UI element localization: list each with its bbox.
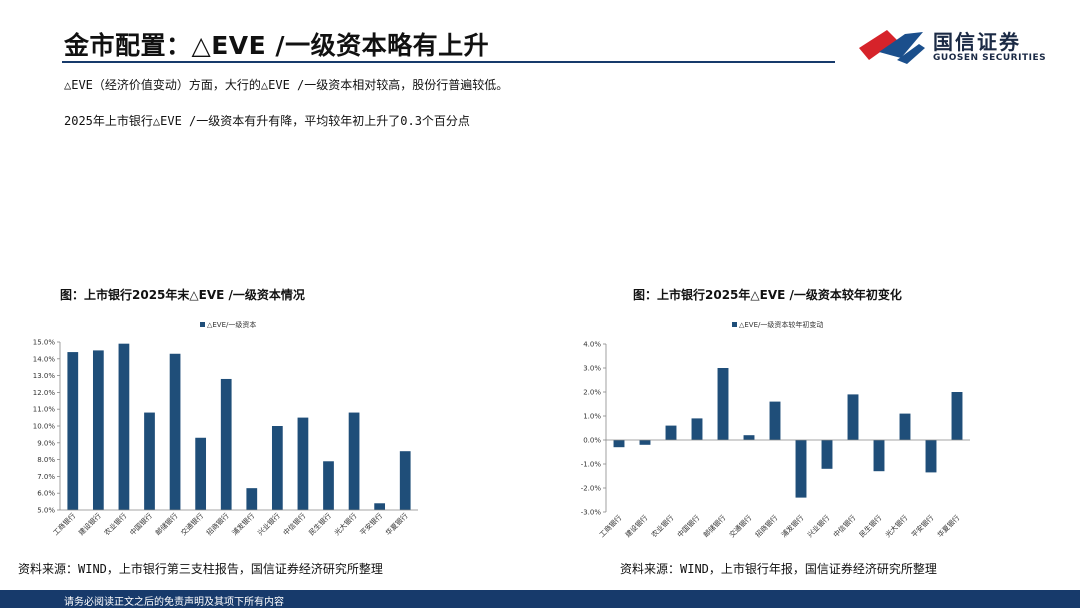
bar-华夏银行 [399, 451, 411, 510]
chart-1-legend: △EVE/一级资本 [200, 320, 256, 329]
x-tick-label: 中国银行 [128, 511, 154, 537]
x-tick-label: 光大银行 [883, 513, 909, 539]
bar-农业银行 [665, 425, 677, 440]
y-tick-label: 7.0% [37, 473, 55, 481]
bar-中国银行 [691, 418, 703, 440]
bar-交通银行 [195, 437, 207, 510]
x-tick-label: 工商银行 [597, 513, 623, 539]
bar-邮储银行 [717, 368, 729, 440]
bar-浦发银行 [795, 440, 807, 498]
bar-中国银行 [144, 412, 155, 510]
y-tick-label: 10.0% [33, 423, 56, 431]
bar-兴业银行 [821, 440, 833, 469]
x-tick-label: 平安银行 [358, 511, 384, 537]
page-title: 金市配置：△EVE /一级资本略有上升 [64, 31, 490, 60]
x-tick-label: 建设银行 [77, 511, 103, 537]
x-tick-label: 招商银行 [204, 511, 230, 537]
x-tick-label: 浦发银行 [230, 511, 256, 537]
y-tick-label: -3.0% [581, 509, 602, 517]
x-tick-label: 华夏银行 [935, 513, 961, 539]
x-tick-label: 招商银行 [753, 513, 779, 539]
chart-1-title: 图：上市银行2025年末△EVE /一级资本情况 [60, 288, 305, 302]
y-tick-label: 4.0% [583, 341, 601, 349]
y-tick-label: 14.0% [33, 355, 56, 363]
y-tick-label: -1.0% [581, 461, 602, 469]
bar-招商银行 [769, 401, 781, 440]
bar-平安银行 [925, 440, 937, 473]
chart-1-source: 资料来源：WIND，上市银行第三支柱报告，国信证券经济研究所整理 [18, 562, 383, 576]
x-tick-label: 建设银行 [623, 513, 649, 539]
chart-1: △EVE/一级资本 5.0% 6.0% 7.0% 8.0% 9.0% 10.0% 11.0% 1… [18, 312, 428, 547]
summary-line-2: 2025年上市银行△EVE /一级资本有升有降，平均较年初上升了0.3个百分点 [64, 114, 470, 128]
title-underline [62, 61, 835, 63]
bar-平安银行 [374, 503, 386, 510]
x-tick-label: 光大银行 [332, 511, 358, 537]
x-tick-label: 平安银行 [909, 513, 935, 539]
chart-2-title: 图：上市银行2025年△EVE /一级资本较年初变化 [633, 288, 902, 302]
x-tick-label: 农业银行 [102, 511, 128, 537]
summary-line-1: △EVE（经济价值变动）方面，大行的△EVE /一级资本相对较高，股份行普遍较低… [64, 78, 509, 92]
bar-工商银行 [67, 352, 79, 510]
footer-bar: 请务必阅读正文之后的免责声明及其项下所有内容 [0, 590, 1080, 608]
y-tick-label: 1.0% [583, 413, 601, 421]
x-tick-label: 华夏银行 [383, 511, 409, 537]
chart-1-svg: △EVE/一级资本 5.0% 6.0% 7.0% 8.0% 9.0% 10.0% 11.0% 1… [33, 320, 418, 537]
bar-民生银行 [873, 440, 885, 472]
bar-中信银行 [297, 417, 309, 510]
bar-邮储银行 [169, 353, 181, 510]
bar-建设银行 [92, 350, 104, 510]
x-tick-label: 交通银行 [179, 511, 205, 537]
y-tick-label: 9.0% [37, 439, 55, 447]
x-tick-label: 兴业银行 [805, 513, 831, 539]
y-tick-label: 5.0% [37, 507, 55, 515]
x-tick-label: 民生银行 [307, 511, 333, 537]
x-tick-label: 民生银行 [857, 513, 883, 539]
y-tick-label: 2.0% [583, 389, 601, 397]
x-tick-label: 中信银行 [831, 513, 857, 539]
y-tick-label: -2.0% [581, 485, 602, 493]
guosen-logo: 国信证券 GUOSEN SECURITIES [857, 22, 1067, 68]
x-tick-label: 浦发银行 [779, 513, 805, 539]
y-tick-label: 8.0% [37, 456, 55, 464]
y-tick-label: 15.0% [33, 339, 56, 347]
x-tick-label: 中信银行 [281, 511, 307, 537]
y-tick-label: 3.0% [583, 365, 601, 373]
y-tick-label: 6.0% [37, 490, 55, 498]
legend-swatch [200, 322, 205, 327]
chart-2-svg: △EVE/一级资本较年初变动 -3.0% -2.0% -1.0% 0.0% 1.0% 2.0… [581, 320, 970, 539]
bar-工商银行 [613, 440, 625, 448]
x-tick-label: 交通银行 [727, 513, 753, 539]
logo-name-en: GUOSEN SECURITIES [933, 53, 1047, 63]
x-tick-label: 邮储银行 [701, 513, 727, 539]
x-tick-label: 工商银行 [51, 511, 77, 537]
legend-label: △EVE/一级资本较年初变动 [739, 320, 823, 329]
bar-光大银行 [899, 413, 911, 440]
x-tick-label: 邮储银行 [153, 511, 179, 537]
legend-swatch [732, 322, 737, 327]
chart-2: △EVE/一级资本较年初变动 -3.0% -2.0% -1.0% 0.0% 1.0% 2.0… [560, 312, 980, 547]
bar-民生银行 [323, 461, 334, 510]
y-tick-label: 11.0% [33, 406, 56, 414]
footer-disclaimer: 请务必阅读正文之后的免责声明及其项下所有内容 [64, 597, 284, 608]
x-tick-label: 兴业银行 [256, 511, 282, 537]
bar-农业银行 [118, 343, 130, 510]
bar-浦发银行 [246, 488, 258, 510]
legend-label: △EVE/一级资本 [207, 320, 256, 329]
bar-招商银行 [220, 378, 232, 510]
y-tick-label: 0.0% [583, 437, 601, 445]
bar-交通银行 [743, 435, 755, 440]
chart-2-source: 资料来源：WIND，上市银行年报，国信证券经济研究所整理 [620, 562, 937, 576]
chart-2-legend: △EVE/一级资本较年初变动 [732, 320, 823, 329]
y-tick-label: 12.0% [33, 389, 56, 397]
bar-建设银行 [639, 440, 651, 445]
guosen-logo-icon [859, 30, 925, 64]
x-tick-label: 中国银行 [675, 513, 701, 539]
bar-光大银行 [348, 412, 360, 510]
bar-兴业银行 [271, 426, 283, 510]
y-tick-label: 13.0% [33, 372, 56, 380]
bar-中信银行 [847, 394, 859, 440]
x-tick-label: 农业银行 [649, 513, 675, 539]
logo-name-cn: 国信证券 [933, 30, 1021, 54]
bar-华夏银行 [951, 392, 963, 440]
